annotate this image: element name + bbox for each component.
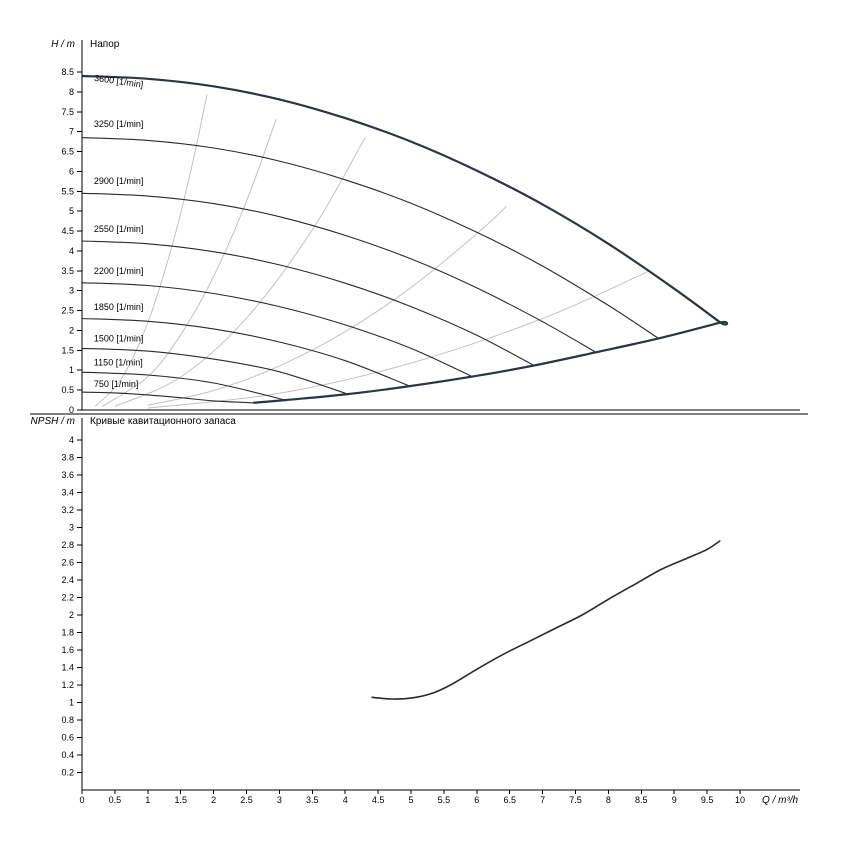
envelope-curve <box>81 74 729 404</box>
efficiency-lines-group <box>94 94 649 409</box>
efficiency-line-2 <box>101 119 277 408</box>
x-tick-label: 9 <box>672 795 677 805</box>
x-tick-label: 3.5 <box>306 795 319 805</box>
x-tick-label: 5.5 <box>438 795 451 805</box>
head-y-tick-label: 7 <box>69 127 74 137</box>
speed-curve-2550 <box>81 240 535 366</box>
head-y-tick-label: 5 <box>69 206 74 216</box>
speed-curve-1850 <box>81 317 410 387</box>
head-y-tick-label: 7.5 <box>61 107 74 117</box>
speed-curve-label-1150: 1150 [1/min] <box>94 357 143 367</box>
npsh-y-axis-label: NPSH / m <box>31 416 75 427</box>
npsh-y-tick-label: 3.2 <box>61 505 74 515</box>
x-tick-label: 8 <box>606 795 611 805</box>
x-axis-unit-label: Q / m³/h <box>762 795 799 806</box>
head-y-axis-label: H / m <box>51 39 75 50</box>
head-y-tick-label: 2.5 <box>61 306 74 316</box>
head-y-tick-label: 4.5 <box>61 226 74 236</box>
npsh-y-tick-label: 1.8 <box>61 628 74 638</box>
x-tick-label: 2 <box>211 795 216 805</box>
npsh-y-tick-label: 1.4 <box>61 663 74 673</box>
speed-curve-label-750: 750 [1/min] <box>94 379 139 389</box>
npsh-y-tick-label: 3 <box>69 523 74 533</box>
x-tick-label: 7 <box>540 795 545 805</box>
npsh-y-tick-label: 1 <box>69 698 74 708</box>
head-y-tick-label: 0 <box>69 405 74 415</box>
head-y-tick-label: 1.5 <box>61 345 74 355</box>
head-y-tick-label: 3 <box>69 286 74 296</box>
x-tick-label: 8.5 <box>635 795 648 805</box>
speed-curve-2200 <box>81 282 473 378</box>
x-tick-label: 5 <box>408 795 413 805</box>
npsh-y-tick-label: 1.6 <box>61 645 74 655</box>
x-tick-label: 6.5 <box>503 795 516 805</box>
head-y-tick-label: 5.5 <box>61 186 74 196</box>
npsh-y-tick-label: 2.2 <box>61 593 74 603</box>
x-tick-label: 0 <box>79 795 84 805</box>
npsh-y-tick-label: 4 <box>69 435 74 445</box>
npsh-y-tick-label: 2.4 <box>61 575 74 585</box>
x-tick-label: 4.5 <box>372 795 385 805</box>
npsh-y-tick-label: 0.6 <box>61 733 74 743</box>
x-tick-label: 9.5 <box>701 795 714 805</box>
x-tick-label: 1.5 <box>174 795 187 805</box>
head-y-tick-label: 2 <box>69 325 74 335</box>
axes-group <box>30 40 808 791</box>
x-tick-label: 2.5 <box>240 795 253 805</box>
speed-curve-label-2900: 2900 [1/min] <box>94 176 144 186</box>
speed-curve-label-1850: 1850 [1/min] <box>94 302 144 312</box>
efficiency-line-5 <box>147 271 649 409</box>
speed-curve-label-2200: 2200 [1/min] <box>94 266 144 276</box>
speed-curve-label-2550: 2550 [1/min] <box>94 224 144 234</box>
x-tick-label: 0.5 <box>109 795 122 805</box>
speed-curve-label-3600: 3600 [1/min] <box>94 73 144 90</box>
npsh-y-tick-label: 3.8 <box>61 453 74 463</box>
head-y-tick-label: 3.5 <box>61 266 74 276</box>
head-y-tick-label: 8.5 <box>61 67 74 77</box>
head-y-tick-label: 6.5 <box>61 147 74 157</box>
efficiency-line-3 <box>114 137 366 407</box>
npsh-y-tick-label: 0.8 <box>61 715 74 725</box>
npsh-y-tick-label: 2.6 <box>61 558 74 568</box>
speed-curve-750 <box>81 391 254 404</box>
x-tick-label: 10 <box>735 795 745 805</box>
x-tick-label: 7.5 <box>569 795 582 805</box>
x-tick-label: 1 <box>145 795 150 805</box>
speed-curves-group <box>81 75 721 404</box>
tick-labels-group: 0 0.5 1 1.5 2 2.5 3 3.5 4 4.5 5 5.5 6 6.5 7 7.5 8 8.5 9 9.5… <box>61 67 745 805</box>
npsh-y-tick-label: 0.4 <box>61 750 74 760</box>
speed-curve-label-1500: 1500 [1/min] <box>94 334 144 344</box>
npsh-curve-group <box>371 539 721 700</box>
head-y-tick-label: 4 <box>69 246 74 256</box>
head-y-tick-label: 8 <box>69 87 74 97</box>
speed-curve-1150 <box>81 371 286 401</box>
head-y-tick-label: 0.5 <box>61 385 74 395</box>
envelope-curve-group <box>81 74 729 404</box>
npsh-y-tick-label: 3.4 <box>61 488 74 498</box>
efficiency-line-4 <box>147 206 507 406</box>
head-y-tick-label: 1 <box>69 365 74 375</box>
head-panel-title: Напор <box>90 39 120 50</box>
npsh-y-tick-label: 1.2 <box>61 680 74 690</box>
speed-curve-1500 <box>81 347 348 395</box>
x-tick-label: 3 <box>277 795 282 805</box>
npsh-y-tick-label: 2.8 <box>61 540 74 550</box>
npsh-y-tick-label: 0.2 <box>61 768 74 778</box>
npsh-y-tick-label: 3.6 <box>61 470 74 480</box>
x-tick-label: 4 <box>343 795 348 805</box>
speed-curve-3250 <box>81 137 659 339</box>
speed-curve-2900 <box>81 192 597 353</box>
npsh-y-tick-label: 2 <box>69 610 74 620</box>
x-tick-label: 6 <box>474 795 479 805</box>
efficiency-line-1 <box>94 94 208 407</box>
speed-curve-labels-group: 3600 [1/min] 3250 [1/min] 2900 [1/min] 2550… <box>94 73 144 389</box>
npsh-curve <box>371 539 721 700</box>
npsh-panel-title: Кривые кавитационного запаса <box>90 416 236 427</box>
speed-curve-label-3250: 3250 [1/min] <box>94 119 144 129</box>
head-y-tick-label: 6 <box>69 166 74 176</box>
